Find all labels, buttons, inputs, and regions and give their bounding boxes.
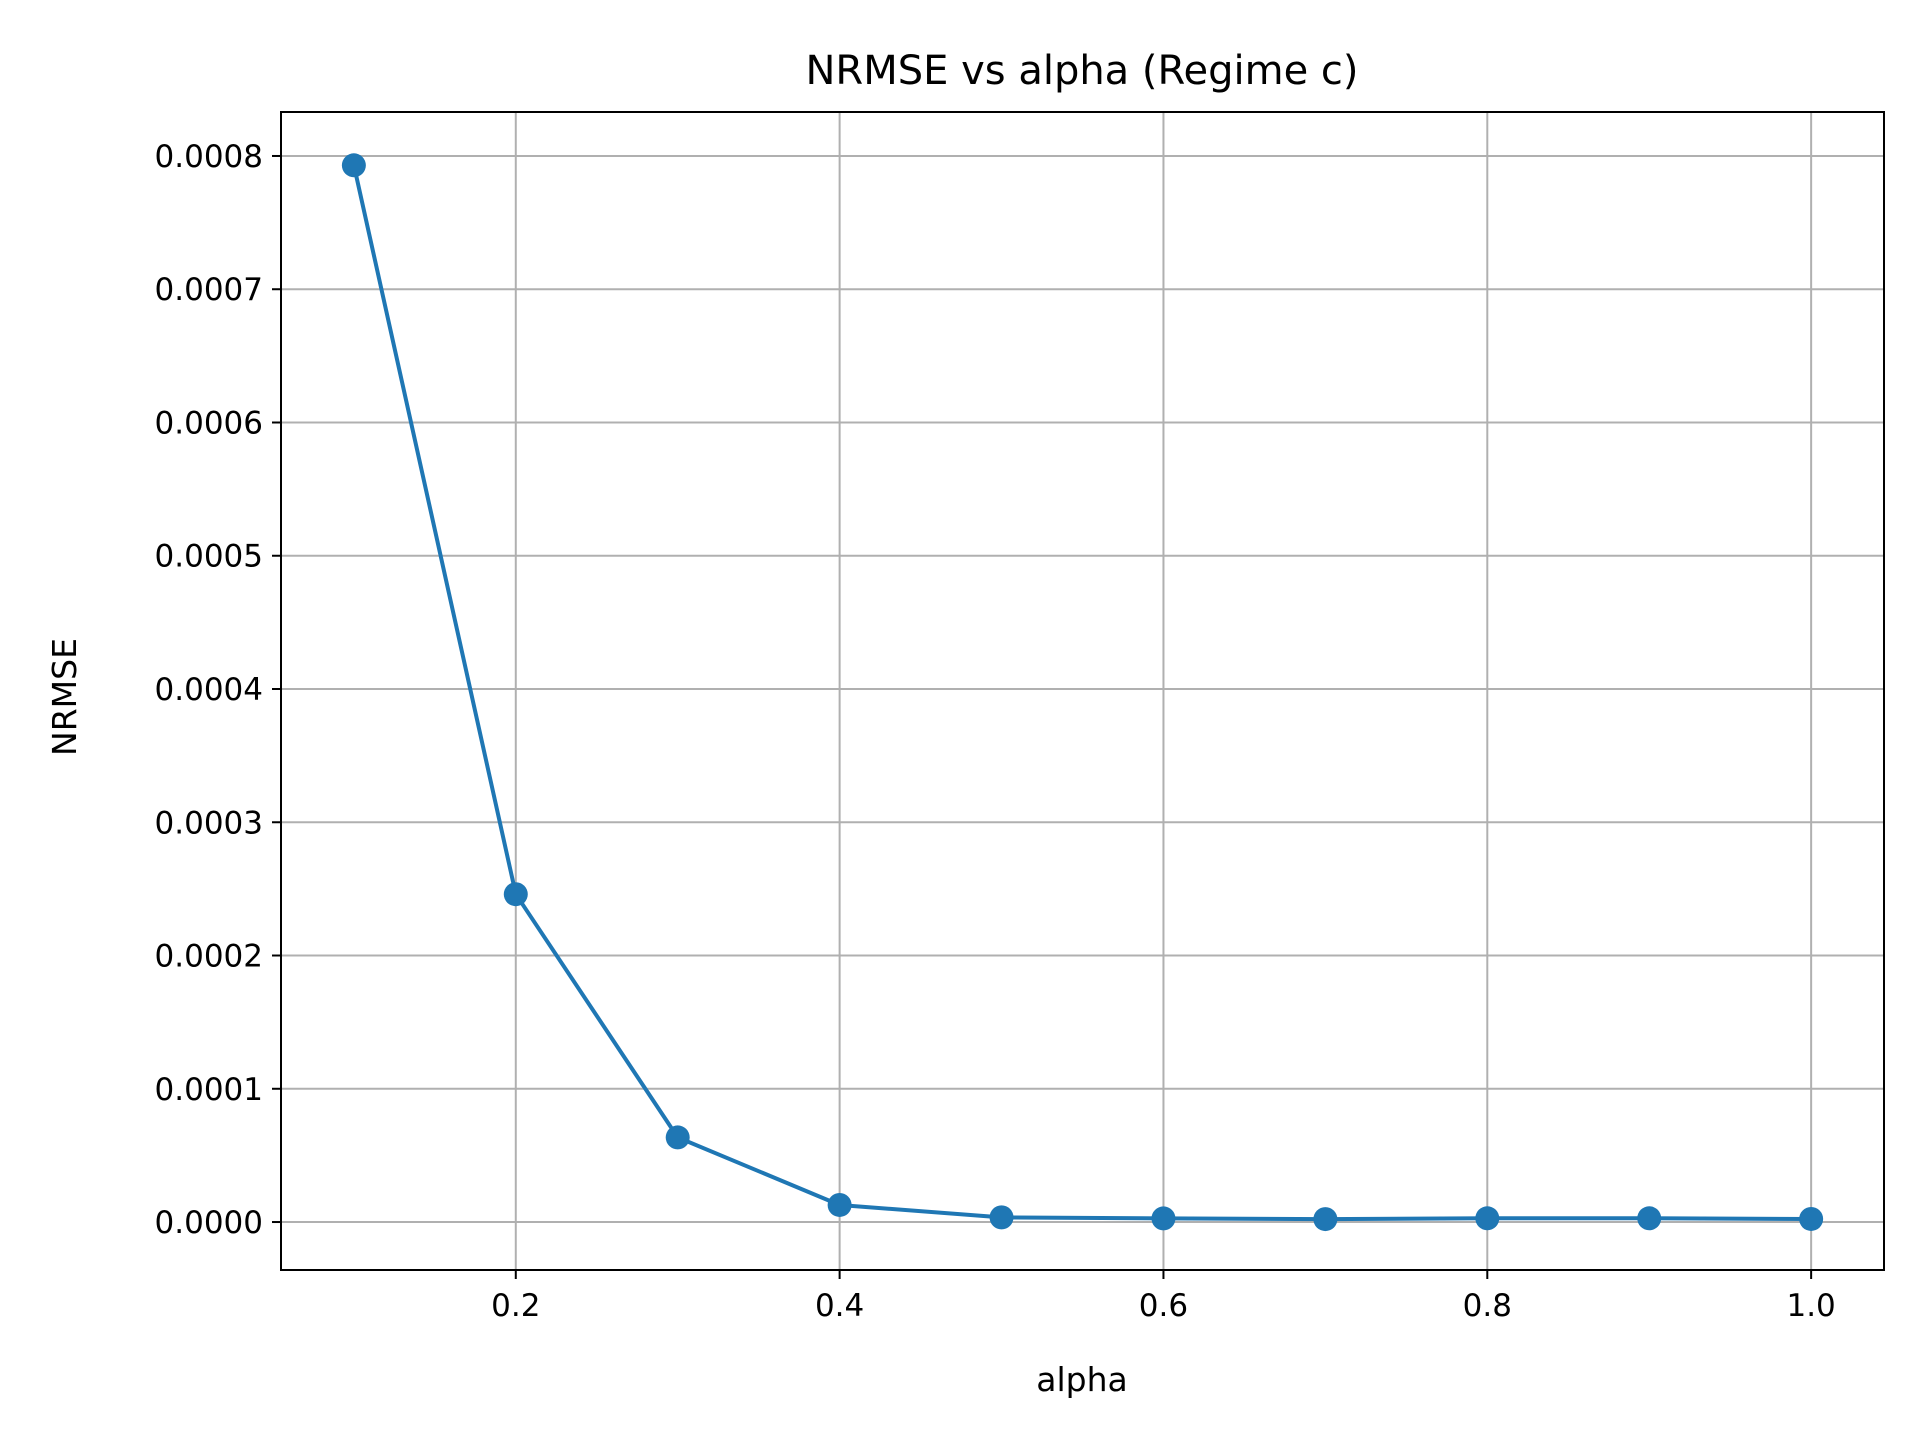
y-tick-label: 0.0005 bbox=[155, 539, 263, 575]
x-tick-label: 0.6 bbox=[1139, 1288, 1188, 1324]
y-tick-label: 0.0001 bbox=[155, 1072, 263, 1108]
series-line bbox=[351, 164, 1812, 1222]
data-point bbox=[1475, 1206, 1500, 1231]
y-axis-ticks: 0.0000 0.0001 0.0002 0.0003 0.0004 0.0005 0.00… bbox=[155, 139, 281, 1241]
plot-frame bbox=[280, 111, 1885, 1271]
data-point bbox=[989, 1205, 1014, 1230]
data-point bbox=[341, 153, 366, 178]
data-point bbox=[827, 1192, 852, 1217]
y-tick-label: 0.0002 bbox=[155, 939, 263, 975]
series-layer bbox=[341, 153, 1824, 1232]
y-tick-label: 0.0000 bbox=[155, 1205, 263, 1241]
y-tick-label: 0.0003 bbox=[155, 805, 263, 841]
chart-title: NRMSE vs alpha (Regime c) bbox=[805, 48, 1358, 94]
data-point bbox=[1151, 1206, 1176, 1231]
y-tick-label: 0.0006 bbox=[155, 405, 263, 441]
grid bbox=[281, 112, 1884, 1270]
y-axis-label: NRMSE bbox=[45, 638, 84, 756]
y-tick-label: 0.0008 bbox=[155, 139, 263, 175]
x-tick-label: 1.0 bbox=[1786, 1288, 1835, 1324]
y-tick-label: 0.0007 bbox=[155, 272, 263, 308]
data-point bbox=[1637, 1206, 1662, 1231]
x-axis-label: alpha bbox=[1036, 1360, 1127, 1399]
data-point bbox=[1313, 1207, 1338, 1232]
x-tick-label: 0.4 bbox=[815, 1288, 864, 1324]
y-tick-label: 0.0004 bbox=[155, 672, 263, 708]
x-tick-label: 0.2 bbox=[491, 1288, 540, 1324]
data-point bbox=[665, 1125, 690, 1150]
data-point bbox=[503, 882, 528, 907]
data-point bbox=[1799, 1206, 1824, 1231]
x-tick-label: 0.8 bbox=[1463, 1288, 1512, 1324]
x-axis-ticks: 0.2 0.4 0.6 0.8 1.0 bbox=[491, 1270, 1836, 1324]
